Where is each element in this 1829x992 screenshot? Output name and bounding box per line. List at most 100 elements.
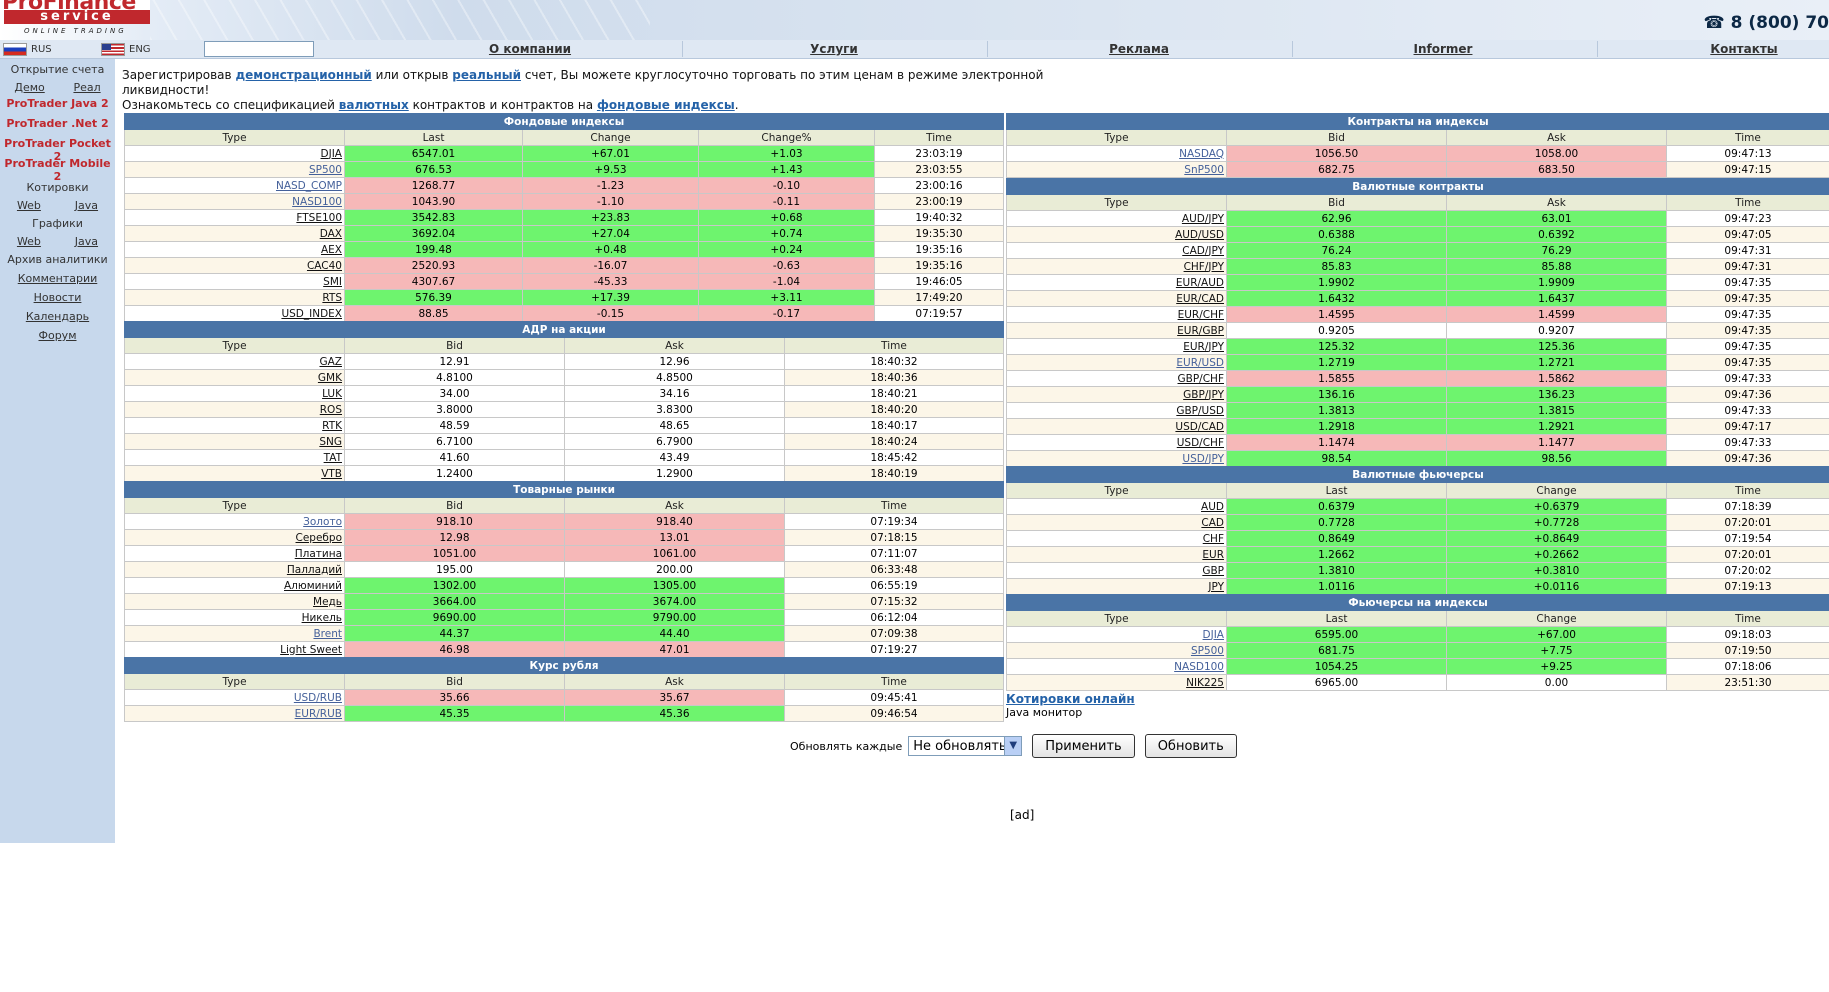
- instrument-link[interactable]: DJIA: [1202, 628, 1224, 641]
- charts-web-link[interactable]: Web: [16, 235, 41, 248]
- instrument-link[interactable]: EUR/JPY: [1183, 340, 1224, 353]
- nav-contacts[interactable]: Контакты: [1710, 42, 1778, 56]
- instrument-link[interactable]: RTS: [322, 291, 342, 304]
- nav-services[interactable]: Услуги: [810, 42, 858, 56]
- instrument-link[interactable]: GBP/USD: [1176, 404, 1224, 417]
- sidebar-real-link[interactable]: Реал: [73, 81, 101, 94]
- instrument-cell: Платина: [124, 545, 345, 562]
- instrument-link[interactable]: RTK: [322, 419, 342, 432]
- instrument-link[interactable]: CAC40: [306, 259, 342, 272]
- instrument-link[interactable]: Алюминий: [284, 579, 342, 592]
- instrument-link[interactable]: Медь: [313, 595, 342, 608]
- instrument-link[interactable]: FTSE100: [296, 211, 342, 224]
- instrument-link[interactable]: EUR: [1202, 548, 1224, 561]
- instrument-link[interactable]: SP500: [1190, 644, 1224, 657]
- refresh-button[interactable]: Обновить: [1144, 734, 1237, 758]
- news-link[interactable]: Новости: [33, 291, 82, 304]
- instrument-link[interactable]: LUK: [322, 387, 342, 400]
- column-header: Time: [783, 673, 1005, 690]
- instrument-link[interactable]: NASD100: [292, 195, 342, 208]
- quotes-java-link[interactable]: Java: [74, 199, 99, 212]
- instrument-link[interactable]: Серебро: [295, 531, 342, 544]
- table-row: DJIA 6547.01 +67.01 +1.03 23:03:19: [124, 145, 1005, 162]
- instrument-link[interactable]: CHF/JPY: [1183, 260, 1224, 273]
- instrument-link[interactable]: Золото: [303, 515, 342, 528]
- instrument-link[interactable]: EUR/AUD: [1175, 276, 1224, 289]
- lang-ru[interactable]: RUS: [3, 43, 52, 56]
- instrument-link[interactable]: DJIA: [320, 147, 342, 160]
- instrument-link[interactable]: GBP/CHF: [1177, 372, 1224, 385]
- instrument-link[interactable]: USD_INDEX: [281, 307, 342, 320]
- instrument-link[interactable]: GAZ: [319, 355, 342, 368]
- instrument-link[interactable]: CAD: [1201, 516, 1224, 529]
- instrument-link[interactable]: SNG: [319, 435, 342, 448]
- nav-divider: [1597, 41, 1598, 57]
- protrader-pocket-link[interactable]: ProTrader Pocket 2: [4, 137, 111, 163]
- chevron-down-icon[interactable]: ▼: [1004, 737, 1022, 755]
- instrument-link[interactable]: TAT: [323, 451, 342, 464]
- instrument-link[interactable]: DAX: [319, 227, 342, 240]
- instrument-link[interactable]: SP500: [308, 163, 342, 176]
- instrument-link[interactable]: EUR/RUB: [294, 707, 342, 720]
- comments-link[interactable]: Комментарии: [17, 272, 98, 285]
- quotes-online-link[interactable]: Котировки онлайн: [1006, 692, 1135, 706]
- instrument-link[interactable]: ROS: [319, 403, 342, 416]
- instrument-link[interactable]: EUR/USD: [1176, 356, 1224, 369]
- sidebar-demo-link[interactable]: Демо: [14, 81, 45, 94]
- instrument-link[interactable]: Brent: [313, 627, 342, 640]
- table-row: AUD 0.6379 +0.6379 07:18:39: [1006, 498, 1829, 515]
- forum-link[interactable]: Форум: [38, 329, 77, 342]
- nav-about[interactable]: О компании: [488, 42, 572, 56]
- charts-java-link[interactable]: Java: [74, 235, 99, 248]
- instrument-link[interactable]: VTB: [321, 467, 342, 480]
- value-cell: 4.8500: [564, 369, 785, 386]
- index-spec-link[interactable]: фондовые индексы: [596, 98, 735, 112]
- real-account-link[interactable]: реальный: [452, 68, 521, 82]
- instrument-link[interactable]: AUD/USD: [1175, 228, 1224, 241]
- apply-button[interactable]: Применить: [1032, 734, 1135, 758]
- instrument-link[interactable]: Light Sweet: [280, 643, 342, 656]
- quotes-web-link[interactable]: Web: [16, 199, 41, 212]
- protrader-java-link[interactable]: ProTrader Java 2: [6, 97, 109, 110]
- instrument-link[interactable]: AUD/JPY: [1181, 212, 1224, 225]
- nav-informer[interactable]: Informer: [1413, 42, 1473, 56]
- instrument-link[interactable]: EUR/GBP: [1177, 324, 1224, 337]
- instrument-link[interactable]: CAD/JPY: [1182, 244, 1224, 257]
- instrument-link[interactable]: GBP/JPY: [1183, 388, 1224, 401]
- fx-spec-link[interactable]: валютных: [338, 98, 409, 112]
- instrument-link[interactable]: AEX: [320, 243, 342, 256]
- calendar-link[interactable]: Календарь: [25, 310, 90, 323]
- time-cell: 07:19:13: [1666, 578, 1829, 595]
- instrument-link[interactable]: SMI: [323, 275, 342, 288]
- instrument-link[interactable]: AUD: [1201, 500, 1224, 513]
- instrument-cell: Серебро: [124, 529, 345, 546]
- instrument-link[interactable]: Палладий: [286, 563, 342, 576]
- instrument-cell: EUR/GBP: [1006, 322, 1227, 339]
- instrument-link[interactable]: SnP500: [1184, 163, 1224, 176]
- logo[interactable]: ProFinance service ONLINE TRADING: [2, 0, 152, 38]
- instrument-link[interactable]: GBP: [1202, 564, 1224, 577]
- instrument-link[interactable]: USD/CHF: [1176, 436, 1224, 449]
- instrument-link[interactable]: USD/JPY: [1182, 452, 1224, 465]
- nav-ads[interactable]: Реклама: [1109, 42, 1169, 56]
- instrument-link[interactable]: NASD_COMP: [275, 179, 342, 192]
- protrader-mobile-link[interactable]: ProTrader Mobile 2: [4, 157, 111, 183]
- instrument-link[interactable]: EUR/CAD: [1176, 292, 1224, 305]
- instrument-link[interactable]: NASDAQ: [1179, 147, 1224, 160]
- instrument-link[interactable]: Платина: [294, 547, 342, 560]
- search-input[interactable]: [204, 41, 314, 57]
- refresh-interval-select[interactable]: Не обновлять ▼: [908, 736, 1023, 756]
- instrument-link[interactable]: USD/CAD: [1175, 420, 1224, 433]
- instrument-link[interactable]: JPY: [1208, 580, 1224, 593]
- instrument-link[interactable]: GMK: [317, 371, 342, 384]
- protrader-net-link[interactable]: ProTrader .Net 2: [6, 117, 109, 130]
- instrument-link[interactable]: USD/RUB: [293, 691, 342, 704]
- demo-account-link[interactable]: демонстрационный: [235, 68, 372, 82]
- instrument-link[interactable]: EUR/CHF: [1177, 308, 1224, 321]
- lang-en[interactable]: ENG: [101, 43, 151, 56]
- instrument-link[interactable]: NIK225: [1186, 676, 1224, 689]
- time-cell: 18:40:21: [783, 385, 1005, 402]
- instrument-link[interactable]: CHF: [1202, 532, 1224, 545]
- instrument-link[interactable]: Никель: [301, 611, 342, 624]
- instrument-link[interactable]: NASD100: [1174, 660, 1224, 673]
